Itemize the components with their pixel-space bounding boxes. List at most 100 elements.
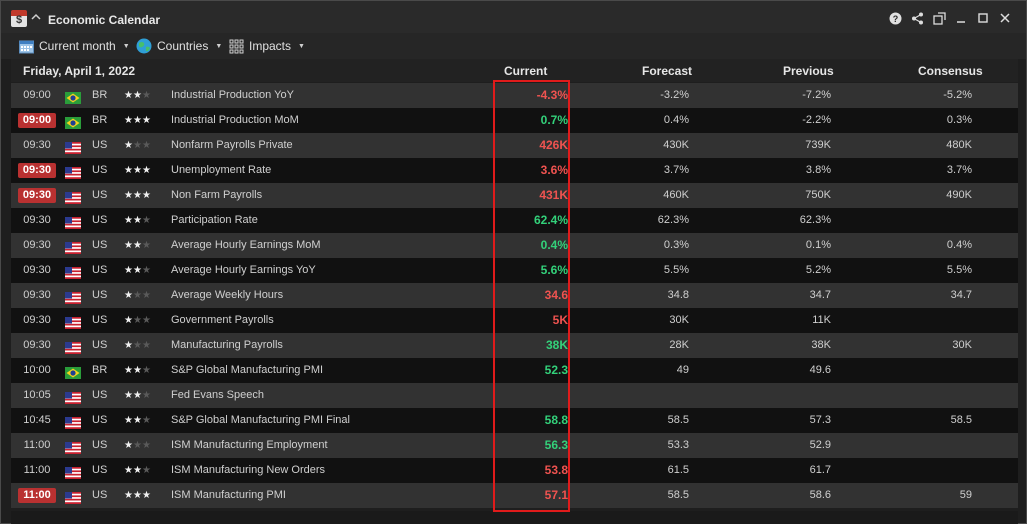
impacts-filter-dropdown[interactable]: Impacts ▼ [229, 37, 305, 55]
event-name[interactable]: S&P Global Manufacturing PMI [171, 364, 324, 376]
event-name[interactable]: Average Hourly Earnings YoY [171, 264, 316, 276]
consensus-value: 5.5% [946, 264, 972, 276]
close-icon[interactable] [994, 10, 1016, 26]
table-row[interactable]: 09:30 US ★★★ Non Farm Payrolls 431K 460K 750K 4… [11, 183, 1018, 208]
table-row[interactable]: 10:45 US ★★★ S&P Global Manufacturing PMI F… [11, 408, 1018, 433]
table-row[interactable]: 09:30 US ★★★ Nonfarm Payrolls Private 426K 43… [11, 133, 1018, 158]
event-time: 09:30 [23, 339, 51, 351]
consensus-value: 490K [946, 189, 972, 201]
previous-value: 34.7 [809, 289, 831, 301]
event-time: 10:05 [23, 389, 51, 401]
event-time: 09:00 [11, 108, 63, 133]
previous-value: 52.9 [809, 439, 831, 451]
header-date: Friday, April 1, 2022 [23, 64, 136, 78]
forecast-value: 61.5 [667, 464, 689, 476]
forecast-value [581, 383, 689, 408]
us-flag-icon [65, 214, 81, 229]
current-value: -4.3% [536, 88, 568, 102]
importance-stars-icon: ★★★ [124, 140, 151, 151]
table-header: Friday, April 1, 2022 Current Forecast P… [11, 59, 1018, 82]
event-name[interactable]: ISM Manufacturing Employment [171, 439, 328, 451]
title-bar: $ Economic Calendar ? [1, 1, 1026, 33]
share-icon[interactable] [906, 10, 928, 26]
chevron-up-icon[interactable] [30, 11, 42, 23]
table-row[interactable]: 11:00 US ★★★ ISM Manufacturing New Orders 53… [11, 458, 1018, 483]
current-value: 52.3 [544, 363, 568, 377]
event-time: 09:30 [23, 314, 51, 326]
country-code: BR [92, 114, 108, 126]
header-previous[interactable]: Previous [783, 64, 834, 78]
forecast-value: 62.3% [657, 214, 689, 226]
current-value: 58.8 [544, 413, 568, 427]
current-value: 0.4% [540, 238, 568, 252]
event-name[interactable]: Non Farm Payrolls [171, 189, 263, 201]
event-name[interactable]: Manufacturing Payrolls [171, 339, 283, 351]
table-row[interactable]: 09:30 US ★★★ Average Hourly Earnings MoM 0.4… [11, 233, 1018, 258]
event-name[interactable]: Participation Rate [171, 214, 258, 226]
importance-stars-icon: ★★★ [124, 465, 151, 476]
countries-filter-dropdown[interactable]: Countries ▼ [136, 37, 222, 55]
event-name[interactable]: Nonfarm Payrolls Private [171, 139, 293, 151]
importance-stars-icon: ★★★ [124, 265, 151, 276]
forecast-value: 53.3 [667, 439, 689, 451]
event-time: 09:00 [23, 89, 51, 101]
event-name[interactable]: S&P Global Manufacturing PMI Final [171, 414, 350, 426]
previous-value: 38K [811, 339, 831, 351]
calendar-dollar-icon: $ [11, 10, 27, 27]
importance-stars-icon: ★★★ [124, 215, 151, 226]
date-filter-dropdown[interactable]: Current month ▼ [19, 37, 130, 55]
country-code: US [92, 489, 108, 501]
table-row[interactable]: 09:30 US ★★★ Unemployment Rate 3.6% 3.7% 3.8% 3… [11, 158, 1018, 183]
previous-value: 750K [805, 189, 831, 201]
event-name[interactable]: Industrial Production MoM [171, 114, 299, 126]
header-consensus[interactable]: Consensus [918, 64, 983, 78]
event-name[interactable]: Average Weekly Hours [171, 289, 284, 301]
table-row[interactable]: 11:00 US ★★★ ISM Manufacturing Employment 56… [11, 433, 1018, 458]
popout-icon[interactable] [928, 10, 950, 26]
caret-down-icon: ▼ [298, 42, 305, 50]
event-name[interactable]: Unemployment Rate [171, 164, 272, 176]
event-name[interactable]: Fed Evans Speech [171, 389, 264, 401]
header-current[interactable]: Current [504, 64, 548, 78]
forecast-value: 5.5% [663, 264, 689, 276]
forecast-value: 3.7% [663, 164, 689, 176]
consensus-value: 3.7% [946, 164, 972, 176]
consensus-value [871, 208, 972, 233]
table-row[interactable]: 11:00 US ★★★ ISM Manufacturing PMI 57.1 58.5 5… [11, 483, 1018, 508]
svg-text:?: ? [892, 14, 898, 24]
previous-value: -7.2% [802, 89, 831, 101]
event-time: 09:30 [11, 158, 63, 183]
table-row[interactable]: 09:00 BR ★★★ Industrial Production MoM 0.7% 0… [11, 108, 1018, 133]
consensus-value: 480K [946, 139, 972, 151]
table-row[interactable]: 10:00 BR ★★★ S&P Global Manufacturing PMI 52… [11, 358, 1018, 383]
table-row[interactable]: 09:30 US ★★★ Government Payrolls 5K 30K 11K [11, 308, 1018, 333]
event-name[interactable]: Average Hourly Earnings MoM [171, 239, 321, 251]
country-code: US [92, 414, 108, 426]
forecast-value: 0.3% [663, 239, 689, 251]
table-row[interactable]: 09:00 BR ★★★ Industrial Production YoY -4.3%… [11, 83, 1018, 108]
minimize-icon[interactable] [950, 10, 972, 26]
table-row[interactable]: 09:30 US ★★★ Manufacturing Payrolls 38K 28K 38… [11, 333, 1018, 358]
consensus-value: 0.3% [946, 114, 972, 126]
header-forecast[interactable]: Forecast [642, 64, 693, 78]
event-name[interactable]: ISM Manufacturing New Orders [171, 464, 326, 476]
us-flag-icon [65, 239, 81, 254]
country-code: BR [92, 364, 108, 376]
event-name[interactable]: Industrial Production YoY [171, 89, 294, 101]
table-row[interactable]: 09:30 US ★★★ Average Weekly Hours 34.6 34.8 34… [11, 283, 1018, 308]
toolbar: Current month ▼ Countries ▼ Impacts ▼ [1, 33, 1026, 59]
event-name[interactable]: Government Payrolls [171, 314, 274, 326]
table-row[interactable]: 09:30 US ★★★ Participation Rate 62.4% 62.3% 62… [11, 208, 1018, 233]
events-table: 09:00 BR ★★★ Industrial Production YoY -4.3%… [11, 83, 1018, 508]
importance-stars-icon: ★★★ [124, 490, 151, 501]
country-code: US [92, 164, 108, 176]
br-flag-icon [65, 364, 81, 379]
help-icon[interactable]: ? [884, 10, 906, 26]
table-row[interactable]: 10:05 US ★★★ Fed Evans Speech [11, 383, 1018, 408]
event-name[interactable]: ISM Manufacturing PMI [171, 489, 286, 501]
importance-stars-icon: ★★★ [124, 415, 151, 426]
current-value [494, 383, 568, 408]
maximize-icon[interactable] [972, 10, 994, 26]
country-code: US [92, 289, 108, 301]
table-row[interactable]: 09:30 US ★★★ Average Hourly Earnings YoY 5.6… [11, 258, 1018, 283]
